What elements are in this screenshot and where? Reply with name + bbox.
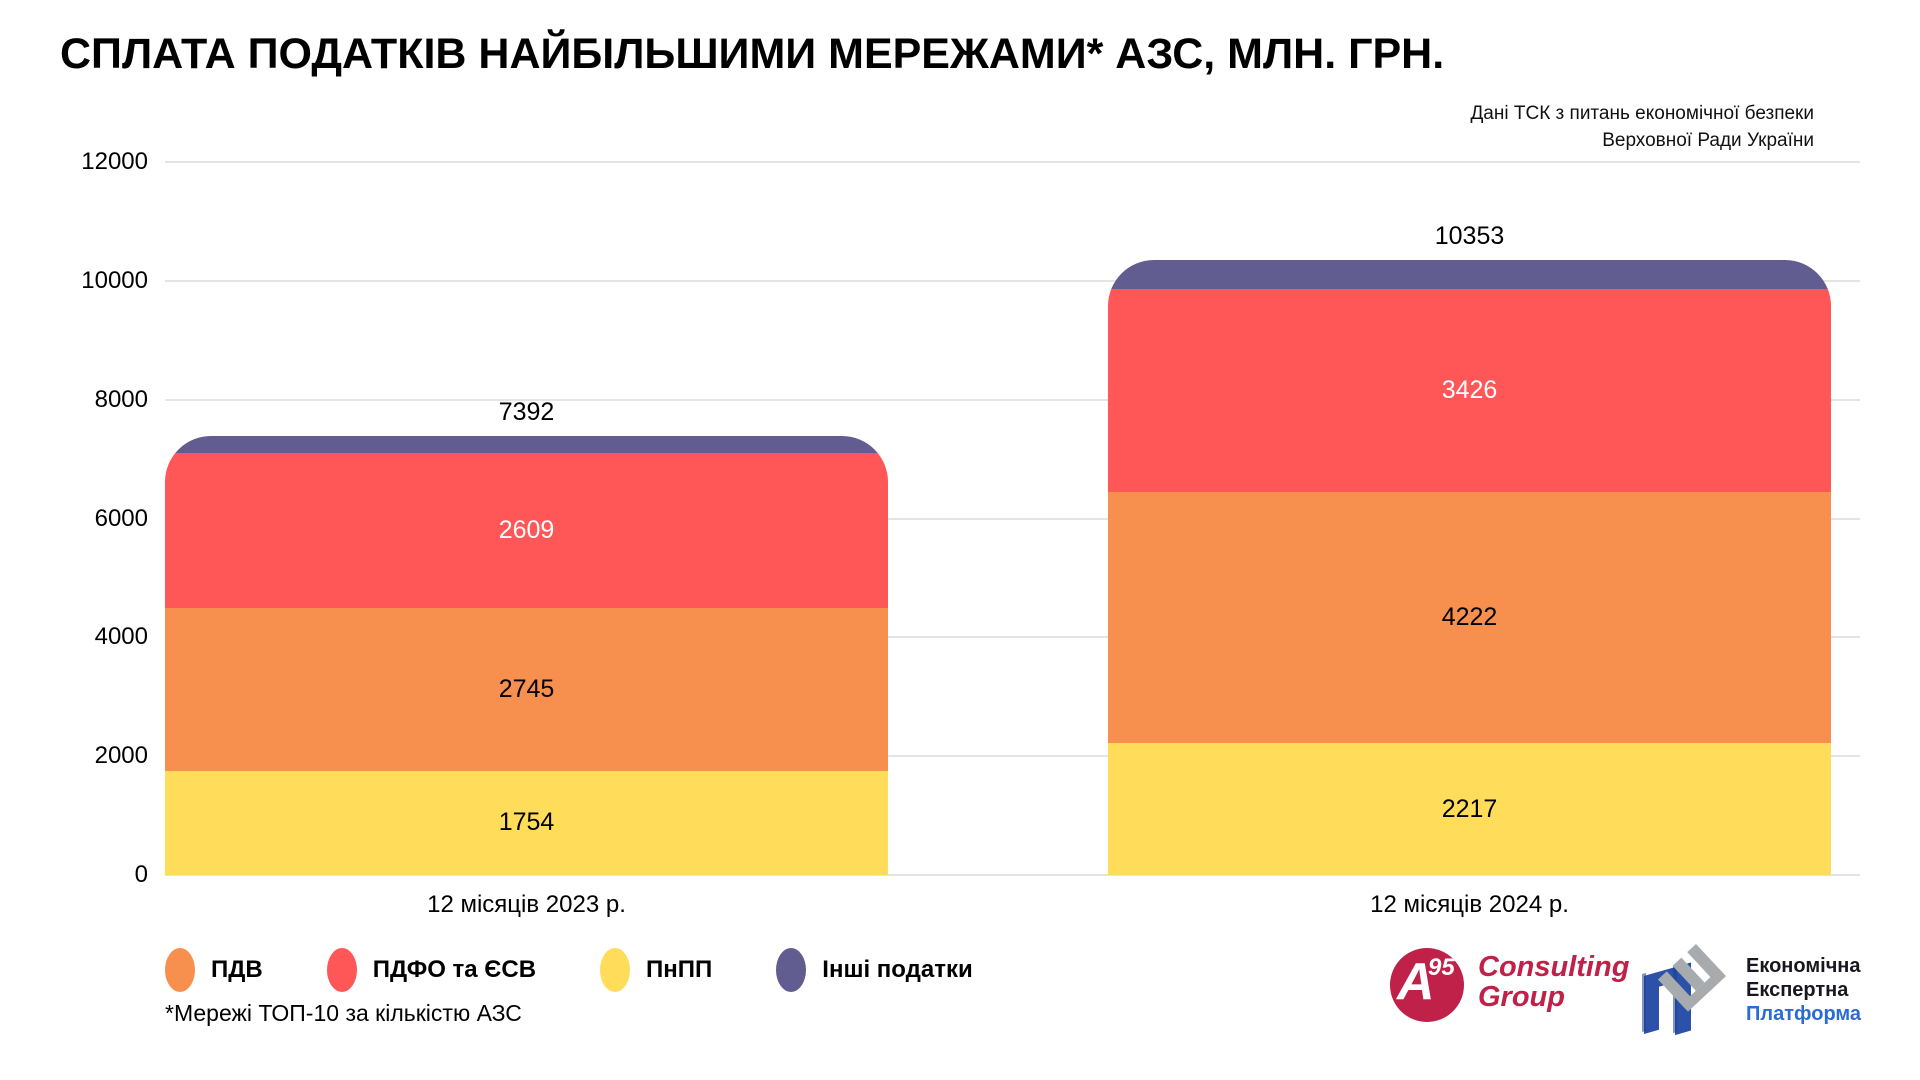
legend-item: ПДВ xyxy=(165,948,263,992)
a95-badge-letter: A xyxy=(1397,953,1435,1011)
a95-badge-number: 95 xyxy=(1428,954,1455,981)
bar-segment: 4222 xyxy=(1108,492,1831,744)
y-axis-tick-label: 2000 xyxy=(94,742,148,770)
legend-color-dot xyxy=(776,948,807,992)
logos: A 95 Consulting Group xyxy=(1390,940,1861,1060)
legend-item-label: Інші податки xyxy=(822,956,973,983)
gridline xyxy=(165,874,1860,876)
y-axis-tick-label: 12000 xyxy=(81,148,148,175)
segment-value-label: 3426 xyxy=(1441,376,1498,405)
footnote: *Мережі ТОП-10 за кількістю АЗС xyxy=(165,1000,522,1026)
gridline xyxy=(165,636,1860,639)
a95-logo-text-line2: Group xyxy=(1478,981,1565,1013)
bar-1: 2609 2745 1754 xyxy=(165,435,888,875)
a95-consulting-group-logo: A 95 Consulting Group xyxy=(1390,948,1629,1022)
bar-segment: 3426 xyxy=(1108,288,1831,493)
y-axis-tick-label: 8000 xyxy=(94,385,148,413)
source-line-1: Дані ТСК з питань економічної безпеки xyxy=(1470,103,1814,124)
segment-value-label: 4222 xyxy=(1441,603,1498,632)
gridline xyxy=(165,398,1860,401)
eep-logo-mark-icon xyxy=(1642,944,1727,1036)
legend-item: ПДФО та ЄСВ xyxy=(326,948,537,992)
eep-logo-text-line2: Експертна xyxy=(1746,979,1849,1001)
bar-segment: 2609 xyxy=(165,452,888,608)
bar-segment: 2217 xyxy=(1108,743,1831,875)
bar-segment: 1754 xyxy=(165,770,888,875)
legend-color-dot xyxy=(165,948,195,992)
x-axis-category-label: 12 місяців 2024 р. xyxy=(1370,891,1569,918)
gridline xyxy=(165,755,1860,758)
a95-logo-badge: A 95 xyxy=(1390,948,1464,1022)
economic-expert-platform-logo: Економічна Експертна Платформа xyxy=(1640,940,1861,1048)
a95-logo-text-line1: Consulting xyxy=(1478,951,1630,983)
bar-2: 3426 4222 2217 xyxy=(1108,259,1831,875)
bar-total-label: 10353 xyxy=(1434,221,1505,250)
y-axis-tick-label: 4000 xyxy=(94,623,148,651)
a95-logo-text: Consulting Group xyxy=(1478,952,1629,1012)
legend-item: Інші податки xyxy=(776,948,973,992)
legend-color-dot xyxy=(600,948,631,992)
eep-logo-text-line1: Економічна xyxy=(1746,955,1861,977)
bar-segment xyxy=(1108,259,1831,289)
source-line-2: Верховної Ради України xyxy=(1602,130,1814,151)
legend-item-label: ПнПП xyxy=(646,956,713,983)
legend-item-label: ПДФО та ЄСВ xyxy=(372,956,537,983)
eep-logo-text-line3: Платформа xyxy=(1746,1003,1862,1025)
segment-value-label: 2217 xyxy=(1441,794,1498,823)
gridline xyxy=(165,279,1860,282)
x-axis-category-label: 12 місяців 2023 р. xyxy=(427,891,626,918)
y-axis-tick-label: 0 xyxy=(134,861,148,888)
legend-color-dot xyxy=(326,948,357,992)
y-axis-tick-label: 10000 xyxy=(81,266,148,294)
gridline xyxy=(165,517,1860,520)
segment-value-label: 2745 xyxy=(498,674,555,703)
source-note: Дані ТСК з питань економічної безпеки Ве… xyxy=(1470,100,1814,154)
segment-value-label: 2609 xyxy=(498,515,555,544)
bar-segment xyxy=(165,435,888,453)
bar-segment: 2745 xyxy=(165,607,888,771)
bar-total-label: 7392 xyxy=(498,397,555,426)
gridline xyxy=(165,161,1860,163)
segment-value-label: 1754 xyxy=(498,808,555,837)
eep-logo-text: Економічна Експертна Платформа xyxy=(1746,954,1861,1026)
legend-item: ПнПП xyxy=(600,948,712,992)
y-axis-tick-label: 6000 xyxy=(94,504,148,532)
legend-item-label: ПДВ xyxy=(211,956,263,983)
legend: ПДВ ПДФО та ЄСВ ПнПП Інші податки xyxy=(165,948,973,992)
page-title: СПЛАТА ПОДАТКІВ НАЙБІЛЬШИМИ МЕРЕЖАМИ* АЗ… xyxy=(60,30,1445,78)
